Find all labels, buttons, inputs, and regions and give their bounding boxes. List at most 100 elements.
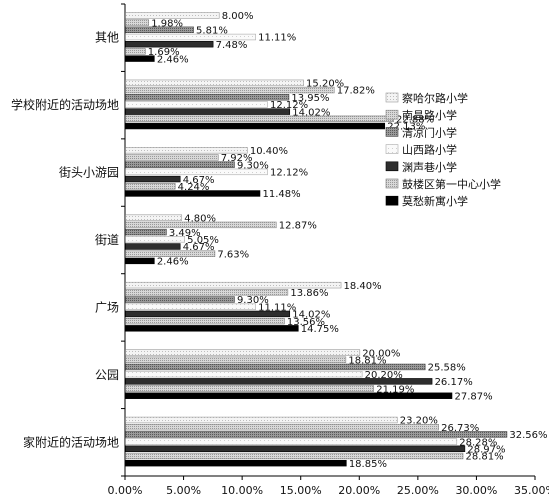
- data-label: 26.17%: [435, 377, 473, 388]
- data-label: 14.75%: [301, 324, 339, 335]
- legend-label: 鼓楼区第一中心小学: [402, 177, 501, 191]
- bar: [125, 452, 464, 460]
- data-label: 5.05%: [187, 235, 219, 246]
- bar: [125, 41, 214, 48]
- data-label: 28.81%: [465, 452, 503, 463]
- bar: [125, 214, 183, 221]
- data-label: 5.81%: [196, 26, 228, 37]
- legend-swatch: [385, 109, 399, 120]
- bar: [125, 370, 363, 378]
- bar: [125, 79, 304, 87]
- legend-label: 南昌路小学: [402, 108, 457, 122]
- bar: [125, 392, 453, 399]
- data-label: 12.87%: [279, 221, 317, 232]
- bar: [125, 438, 458, 445]
- data-label: 20.00%: [362, 348, 400, 359]
- bar: [125, 445, 466, 452]
- bar: [125, 86, 335, 94]
- bar: [125, 48, 146, 55]
- legend-label: 山西路小学: [402, 143, 457, 157]
- data-label: 28.28%: [459, 437, 497, 448]
- bar: [125, 257, 155, 265]
- bar: [125, 168, 268, 176]
- data-label: 14.02%: [292, 107, 330, 118]
- legend-swatch: [385, 92, 399, 103]
- data-label: 17.82%: [337, 86, 375, 97]
- legend-label: 察哈尔路小学: [402, 91, 468, 105]
- x-tick-label: 35.00%: [514, 484, 549, 497]
- data-label: 22.13%: [387, 122, 425, 133]
- data-label: 11.11%: [258, 33, 296, 44]
- data-label: 7.63%: [217, 249, 249, 260]
- bar: [125, 349, 361, 356]
- bar: [125, 101, 268, 108]
- bar: [125, 115, 394, 123]
- data-label: 15.20%: [306, 79, 344, 90]
- data-label: 9.30%: [237, 295, 269, 306]
- data-label: 28.97%: [467, 444, 505, 455]
- data-label: 32.56%: [509, 430, 547, 441]
- bar: [125, 190, 261, 197]
- data-label: 3.49%: [169, 228, 201, 239]
- bar: [125, 356, 347, 363]
- bar: [125, 26, 194, 34]
- legend-swatch: [385, 127, 399, 137]
- bar: [125, 289, 289, 296]
- legend: 察哈尔路小学南昌路小学清凉门小学山西路小学渊声巷小学鼓楼区第一中心小学莫愁新寓小…: [385, 91, 501, 208]
- category-label: 广场: [95, 300, 119, 314]
- x-tick-label: 10.00%: [221, 484, 263, 497]
- data-label: 23.20%: [400, 416, 438, 427]
- axes: 0.00% 5.00% 10.00% 15.00% 20.00% 25.00% 30.00%…: [11, 3, 549, 497]
- bar: [125, 161, 235, 168]
- bar: [125, 378, 433, 385]
- bar: [125, 363, 426, 371]
- data-label: 22.88%: [396, 115, 434, 126]
- bar: [125, 243, 181, 250]
- bar: [125, 317, 285, 325]
- value-labels: 8.00%1.98%5.81%11.11%7.48%1.69%2.46%15.2…: [148, 11, 548, 470]
- data-label: 14.02%: [292, 310, 330, 321]
- category-label: 街道: [95, 233, 119, 247]
- category-label: 家附近的活动场地: [23, 434, 119, 449]
- legend-label: 清凉门小学: [402, 125, 457, 139]
- category-label: 其他: [95, 31, 119, 45]
- data-label: 2.46%: [157, 54, 189, 65]
- bar: [125, 228, 167, 236]
- data-label: 13.95%: [291, 93, 329, 104]
- legend-swatch: [385, 195, 399, 206]
- bar: [125, 94, 290, 101]
- bar: [125, 175, 181, 183]
- data-label: 13.56%: [287, 317, 325, 328]
- data-label: 20.20%: [365, 370, 403, 381]
- bar: [125, 55, 155, 62]
- bar: [125, 108, 291, 115]
- data-label: 25.58%: [428, 363, 466, 374]
- data-label: 13.86%: [290, 288, 328, 299]
- bar: [125, 303, 256, 310]
- bar: [125, 122, 386, 130]
- data-label: 18.85%: [349, 459, 387, 470]
- data-label: 10.40%: [250, 146, 288, 157]
- data-label: 12.12%: [270, 100, 308, 111]
- category-label: 街头小游园: [59, 166, 119, 180]
- bar: [125, 325, 299, 332]
- bar: [125, 154, 219, 161]
- bar: [125, 183, 176, 190]
- bars: [125, 12, 508, 467]
- category-label: 学校附近的活动场地: [11, 97, 119, 112]
- bar: [125, 12, 220, 19]
- legend-swatch: [385, 144, 399, 154]
- data-label: 2.46%: [157, 257, 189, 268]
- data-label: 26.73%: [441, 423, 479, 434]
- data-label: 11.48%: [262, 189, 300, 200]
- legend-swatch: [385, 178, 399, 189]
- data-label: 7.92%: [221, 153, 253, 164]
- x-tick-label: 20.00%: [338, 484, 380, 497]
- bar: [125, 281, 342, 289]
- x-tick-label: 5.00%: [166, 484, 201, 497]
- bar: [125, 236, 185, 243]
- category-label: 公园: [95, 368, 119, 382]
- bar: [125, 423, 439, 431]
